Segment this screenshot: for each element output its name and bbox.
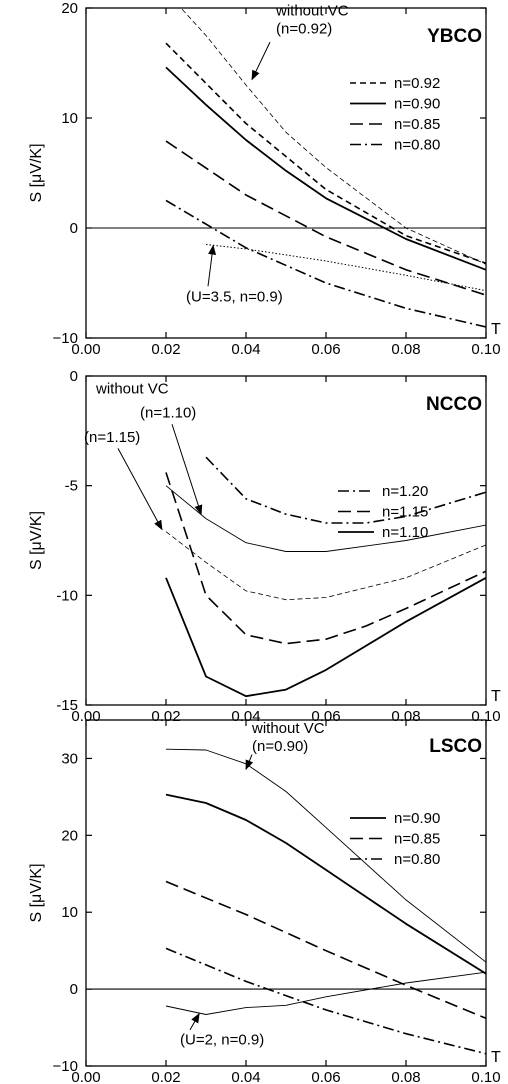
annotation-arrow [171, 424, 203, 516]
y-tick-label: -5 [65, 478, 78, 495]
x-tick-label: 0.06 [311, 1069, 340, 1084]
x-tick-label: 0.00 [71, 708, 100, 725]
x-tick-label: 0.02 [151, 708, 180, 725]
series-line-reference [165, 971, 486, 1015]
y-tick-label: −10 [53, 330, 78, 347]
y-tick-label: 20 [61, 827, 78, 844]
series-line-reference [165, 748, 486, 963]
series-line-n0.90 [165, 793, 486, 975]
x-tick-label: 0.00 [71, 1069, 100, 1084]
series-line-n1.20 [205, 456, 486, 524]
plot-frame [85, 719, 487, 1067]
x-tick-label: 0.02 [151, 1069, 180, 1084]
panel-title: YBCO [427, 26, 482, 47]
series-line-reference [165, 531, 486, 601]
annotation-arrow [189, 1012, 200, 1031]
x-tick-label: 0.02 [151, 341, 180, 358]
annotation-text: (U=3.5, n=0.9) [186, 289, 283, 306]
series-line-n1.15 [165, 472, 486, 645]
series-line-n0.80 [165, 947, 486, 1055]
annotation-arrow [245, 754, 254, 771]
series-line-reference [165, 485, 486, 552]
x-tick-label: 0.08 [391, 708, 420, 725]
y-tick-label: 0 [70, 368, 78, 385]
x-tick-label: 0.04 [231, 341, 260, 358]
legend-label: n=0.85 [394, 831, 440, 848]
x-tick-label: 0.10 [471, 341, 500, 358]
x-tick-label: 0.04 [231, 1069, 260, 1084]
y-tick-label: 0 [70, 981, 78, 998]
x-tick-label: 0.10 [471, 708, 500, 725]
legend-label: n=1.20 [382, 483, 428, 500]
panel-ncco: 0.00 0.02 0.04 0.06 0.08 0.10 0 -5 -10 -15 S [μV/K… [28, 368, 501, 725]
legend-label: n=1.10 [382, 524, 428, 541]
annotation-arrow [251, 41, 271, 81]
x-axis-label: T [491, 688, 501, 705]
panel-ybco: 0.00 0.02 0.04 0.06 0.08 0.10 20 10 0 −10 S [μV/K]… [28, 0, 501, 358]
legend-label: n=0.90 [394, 810, 440, 827]
y-tick-label: 20 [61, 0, 78, 17]
panel-lsco: 0.00 0.02 0.04 0.06 0.08 0.10 30 20 10 0 −10 S [μV/… [28, 719, 501, 1084]
annotation-arrow [117, 448, 163, 531]
x-tick-label: 0.06 [311, 341, 340, 358]
y-tick-label: 0 [70, 220, 78, 237]
x-tick-label: 0.10 [471, 1069, 500, 1084]
y-tick-label: -15 [56, 697, 78, 714]
annotation-text: (n=1.15) [84, 429, 140, 446]
annotation-text: (U=2, n=0.9) [180, 1031, 264, 1048]
x-tick-label: 0.08 [391, 341, 420, 358]
series-line-n1.10 [165, 577, 486, 698]
legend-label: n=0.80 [394, 137, 440, 154]
plot-frame [85, 375, 487, 706]
series-line-n0.92 [165, 42, 486, 264]
x-axis-label: T [491, 1049, 501, 1066]
series-line-n0.85 [165, 140, 486, 296]
y-tick-label: 10 [61, 110, 78, 127]
legend-label: n=0.90 [394, 96, 440, 113]
legend-label: n=0.80 [394, 851, 440, 868]
x-tick-label: 0.06 [311, 708, 340, 725]
y-tick-label: -10 [56, 587, 78, 604]
x-tick-label: 0.04 [231, 708, 260, 725]
y-axis-label: S [μV/K] [28, 143, 45, 202]
panel-title: NCCO [426, 394, 482, 415]
annotation-arrow [207, 244, 217, 287]
annotation-text: (n=0.92) [276, 21, 332, 38]
series-line-n0.90 [165, 66, 486, 271]
annotation-text: (n=1.10) [140, 405, 196, 422]
annotation-text: (n=0.90) [252, 738, 308, 755]
annotation-text: without VC [95, 381, 169, 398]
panel-title: LSCO [429, 736, 482, 757]
x-axis-label: T [491, 321, 501, 338]
x-tick-label: 0.08 [391, 1069, 420, 1084]
y-tick-label: 10 [61, 904, 78, 921]
annotation-text: without VC [275, 3, 349, 20]
legend-label: n=1.15 [382, 504, 428, 521]
plot-frame [85, 7, 487, 339]
x-tick-label: 0.00 [71, 341, 100, 358]
y-tick-label: −10 [53, 1058, 78, 1075]
y-axis-label: S [μV/K] [28, 863, 45, 922]
series-line-n0.80 [165, 199, 486, 328]
y-axis-label: S [μV/K] [28, 511, 45, 570]
series-line-reference [205, 244, 486, 292]
series-line-reference [180, 8, 486, 265]
series-line-n0.85 [165, 880, 486, 1020]
legend-label: n=0.85 [394, 116, 440, 133]
legend-label: n=0.92 [394, 75, 440, 92]
y-tick-label: 30 [61, 750, 78, 767]
annotation-text: without VC [251, 720, 325, 737]
